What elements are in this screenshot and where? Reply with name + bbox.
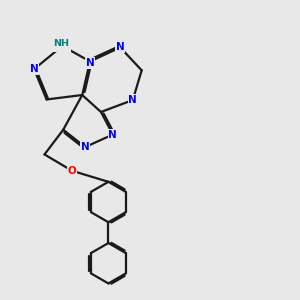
Text: N: N: [85, 58, 94, 68]
Text: O: O: [68, 166, 76, 176]
Text: N: N: [30, 64, 38, 74]
Text: N: N: [116, 43, 125, 52]
Text: N: N: [109, 130, 117, 140]
Text: NH: NH: [54, 41, 70, 51]
Text: N: N: [128, 95, 137, 105]
Text: N: N: [81, 142, 90, 152]
Text: N: N: [30, 64, 38, 74]
Text: NH: NH: [53, 39, 69, 48]
